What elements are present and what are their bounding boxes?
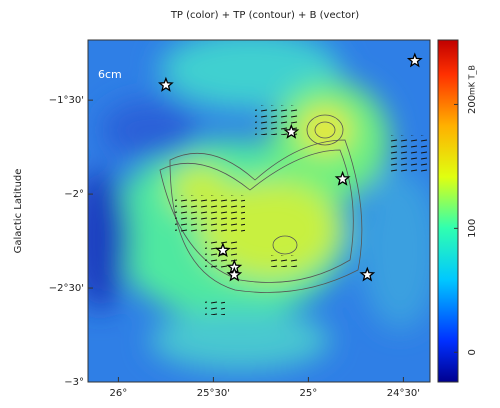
y-tick-label: −2°30': [49, 283, 84, 294]
x-tick-label: 25°30': [197, 388, 230, 399]
x-tick-label: 26°: [110, 388, 128, 399]
x-tick-label: 24°30': [387, 388, 420, 399]
colorbar-label: mK T_B: [468, 65, 477, 95]
colorbar-tick-label: 100: [467, 219, 478, 238]
chart-title: TP (color) + TP (contour) + B (vector): [170, 10, 359, 21]
annotation: 6cm: [98, 68, 122, 81]
y-tick-label: −2°: [64, 189, 84, 200]
y-tick-label: −1°30': [49, 95, 84, 106]
y-axis-label: Galactic Latitude: [13, 169, 24, 254]
y-tick-label: −3°: [64, 377, 84, 388]
colorbar-tick-label: 200: [467, 95, 478, 114]
x-tick-label: 25°: [300, 388, 318, 399]
sky-map: [70, 30, 440, 382]
chart: TP (color) + TP (contour) + B (vector): [0, 0, 500, 404]
colorbar-tick-label: 0: [467, 349, 478, 355]
colorbar: [438, 40, 458, 382]
